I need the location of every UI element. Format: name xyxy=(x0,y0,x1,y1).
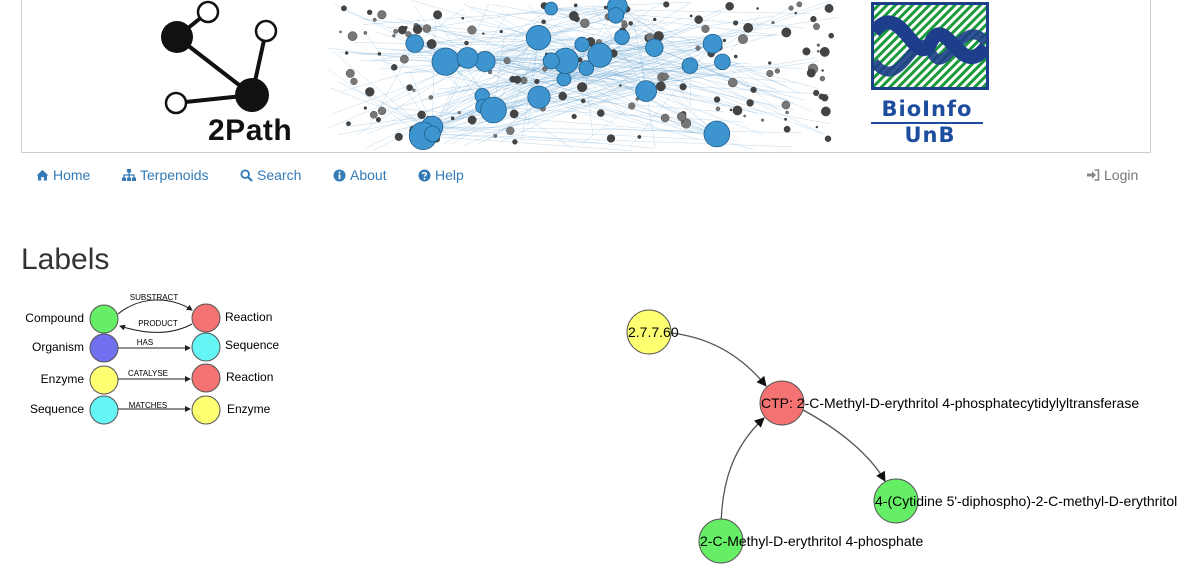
substrate-node-label: 2-C-Methyl-D-erythritol 4-phosphate xyxy=(700,533,924,549)
substrate-node-circle xyxy=(698,518,744,564)
legend-has-text: HAS xyxy=(137,338,153,347)
question-circle-icon xyxy=(418,169,431,182)
labels-legend: Compound SUBSTRACT PRODUCT Reaction Orga… xyxy=(25,293,279,425)
legend-sequence-label-2: Sequence xyxy=(30,402,84,416)
graph-node-enzyme[interactable]: 2.7.7.60 xyxy=(626,309,679,355)
bioinfo-text: BioInfo xyxy=(871,97,983,124)
legend-organism-node xyxy=(89,333,119,363)
reaction-node-circle xyxy=(759,380,805,426)
legend-compound-label: Compound xyxy=(25,311,84,325)
home-icon xyxy=(36,169,49,181)
legend-compound-node xyxy=(89,304,119,334)
legend-product-edge xyxy=(119,323,193,333)
graph-node-product[interactable]: 4-(Cytidine 5'-diphospho)-2-C-methyl-D-e… xyxy=(873,478,1177,524)
graph-node-substrate[interactable]: 2-C-Methyl-D-erythritol 4-phosphate xyxy=(698,518,924,564)
nav-terpenoids-label: Terpenoids xyxy=(140,167,209,183)
nav-login-label: Login xyxy=(1104,167,1139,183)
unb-text: UnB xyxy=(904,123,956,147)
page-title: Labels xyxy=(21,243,110,276)
2path-logo[interactable]: 2Path xyxy=(152,0,312,152)
enzyme-node-label: 2.7.7.60 xyxy=(628,324,679,340)
nav-home-label: Home xyxy=(53,167,91,183)
edge-product xyxy=(802,409,886,482)
legend-enzyme-label: Enzyme xyxy=(41,372,85,386)
nav-help-label: Help xyxy=(435,167,464,183)
enzyme-node-circle xyxy=(626,309,672,355)
info-circle-icon xyxy=(333,169,346,182)
legend-organism-label: Organism xyxy=(32,340,84,354)
reaction-node-label: CTP: 2-C-Methyl-D-erythritol 4-phosphate… xyxy=(761,395,1139,411)
legend-sequence-node-2 xyxy=(89,395,119,425)
2path-graph-icon xyxy=(161,0,278,115)
product-node-label: 4-(Cytidine 5'-diphospho)-2-C-methyl-D-e… xyxy=(875,493,1177,509)
main-navbar: Home Terpenoids Search About Help Login xyxy=(21,160,1151,190)
legend-reaction-label: Reaction xyxy=(225,310,272,324)
sign-in-icon xyxy=(1087,169,1100,181)
legend-reaction-label-2: Reaction xyxy=(226,370,273,384)
legend-reaction-node-2 xyxy=(191,363,221,393)
search-icon xyxy=(240,168,253,182)
legend-enzyme-label-2: Enzyme xyxy=(227,402,271,416)
header-banner: 2Path BioInfo UnB xyxy=(21,0,1151,153)
product-node-circle xyxy=(873,478,919,524)
network-nodes xyxy=(339,0,834,151)
nav-login[interactable]: Login xyxy=(1087,167,1138,183)
nav-help[interactable]: Help xyxy=(418,167,464,183)
legend-sequence-label: Sequence xyxy=(225,338,279,352)
legend-matches-text: MATCHES xyxy=(129,401,168,410)
network-graph-image xyxy=(327,0,838,151)
nav-about[interactable]: About xyxy=(333,167,387,183)
nav-home[interactable]: Home xyxy=(36,167,90,183)
legend-product-text: PRODUCT xyxy=(138,319,178,328)
bioinfo-unb-logo[interactable]: BioInfo UnB xyxy=(871,2,991,150)
nav-search[interactable]: Search xyxy=(240,167,301,183)
nav-about-label: About xyxy=(350,167,387,183)
legend-catalyse-text: CATALYSE xyxy=(128,369,168,378)
2path-logo-text: 2Path xyxy=(208,114,293,147)
nav-search-label: Search xyxy=(257,167,302,183)
legend-enzyme-node xyxy=(89,365,119,395)
legend-sequence-node xyxy=(191,332,221,362)
legend-enzyme-node-2 xyxy=(191,395,221,425)
legend-substract-edge xyxy=(117,299,193,315)
sitemap-icon xyxy=(122,169,136,181)
graph-node-reaction[interactable]: CTP: 2-C-Methyl-D-erythritol 4-phosphate… xyxy=(759,380,1139,426)
nav-terpenoids[interactable]: Terpenoids xyxy=(122,167,209,183)
edge-catalyse xyxy=(670,332,767,387)
edge-substract xyxy=(720,417,765,537)
legend-substract-text: SUBSTRACT xyxy=(130,293,179,302)
dna-helix-icon xyxy=(871,2,989,90)
pathway-graph[interactable]: 2.7.7.60 CTP: 2-C-Methyl-D-erythritol 4-… xyxy=(560,290,1190,580)
legend-reaction-node xyxy=(191,303,221,333)
